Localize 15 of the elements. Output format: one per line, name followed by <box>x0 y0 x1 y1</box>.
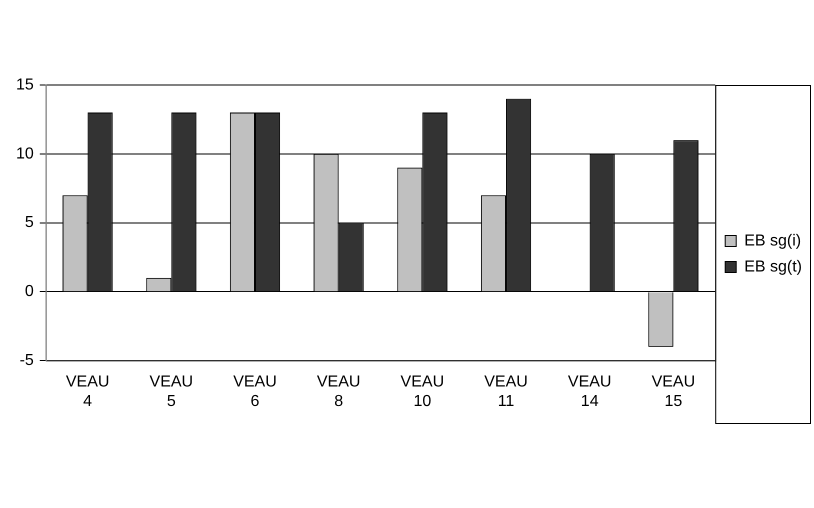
legend-label: EB sg(i) <box>744 232 802 250</box>
y-tick-label: 0 <box>24 283 34 300</box>
x-tick-label: VEAU 15 <box>652 374 696 410</box>
y-tick-label: 10 <box>16 145 34 162</box>
y-tick-label: -5 <box>20 352 34 370</box>
x-tick-label: VEAU 4 <box>66 374 110 410</box>
x-tick-label: VEAU 11 <box>484 374 528 410</box>
y-tick-label: 15 <box>16 76 34 94</box>
x-tick-label: VEAU 5 <box>150 374 194 410</box>
x-tick-label: VEAU 14 <box>568 374 612 410</box>
y-tick-label: 5 <box>24 214 34 232</box>
x-tick-label: VEAU 6 <box>233 374 277 410</box>
x-tick-label: VEAU 8 <box>316 374 360 410</box>
x-tick-label: VEAU 10 <box>400 374 444 410</box>
legend-label: EB sg(t) <box>744 258 802 276</box>
